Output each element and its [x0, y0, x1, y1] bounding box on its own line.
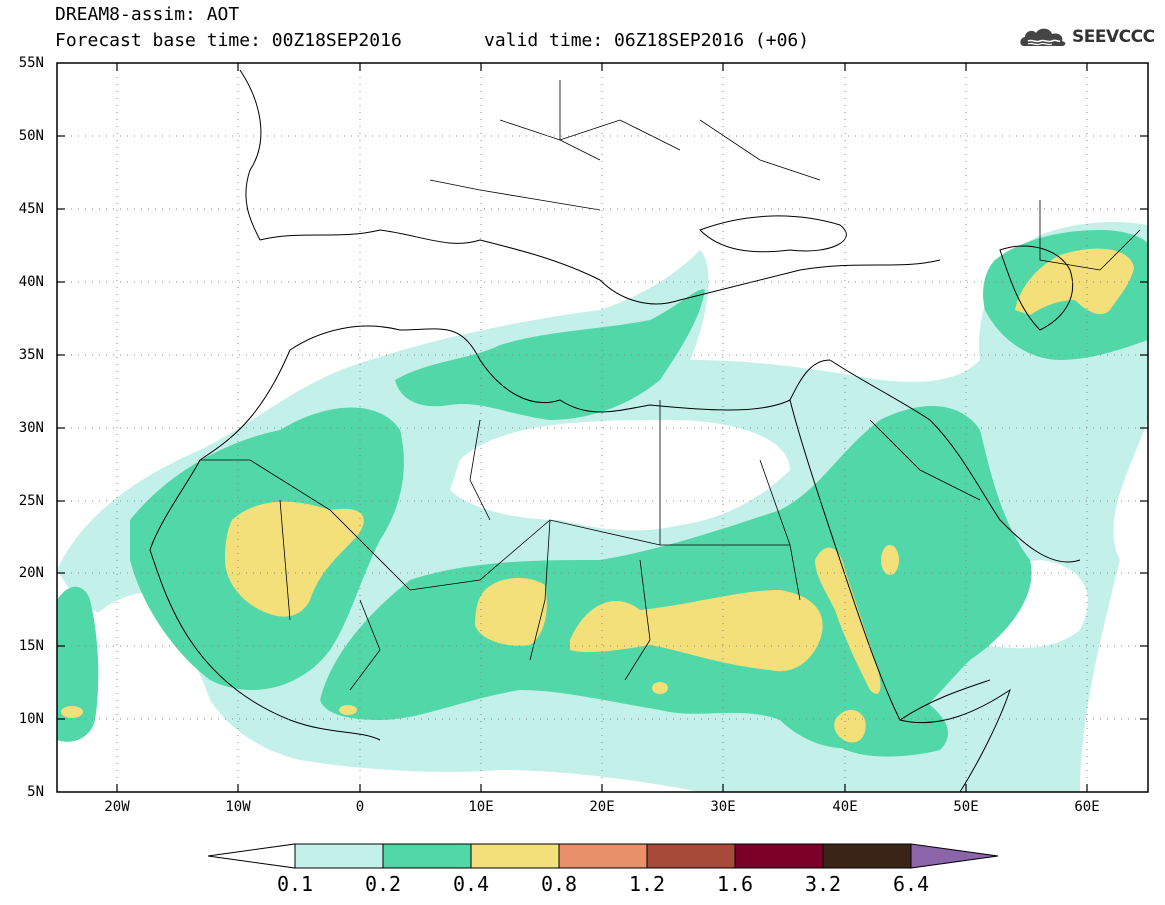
colorbar-over-arrow	[910, 843, 999, 869]
colorbar-label: 0.4	[452, 872, 490, 896]
lat-label: 40N	[18, 274, 44, 290]
coastlines	[149, 69, 1081, 792]
valid-time: valid time: 06Z18SEP2016 (+06)	[484, 30, 810, 51]
aot-field	[57, 63, 1148, 792]
aot-band-0.4-ethiopia	[834, 709, 866, 743]
lat-label: 35N	[18, 347, 44, 363]
aot-band-0.2-med	[395, 289, 705, 420]
lat-label: 55N	[18, 55, 44, 71]
lat-label: 25N	[18, 493, 44, 509]
lon-label: 20W	[104, 799, 130, 815]
aot-band-0.4-spot-darfur	[652, 682, 668, 694]
seevccc-logo: SEEVCCC	[1018, 24, 1155, 50]
colorbar-under-arrow	[207, 843, 296, 869]
aot-band-0.4-redsea	[815, 547, 881, 694]
gridlines	[57, 63, 1148, 792]
country-borders	[200, 80, 1141, 691]
colorbar-bin-1.2-1.6	[646, 843, 736, 869]
colorbar-label: 6.4	[892, 872, 930, 896]
lon-label: 40E	[832, 799, 858, 815]
colorbar-bin-0.1-0.2	[294, 843, 384, 869]
lat-label: 5N	[27, 784, 44, 800]
aot-band-0.4-mauritania	[225, 501, 364, 617]
lon-label: 10W	[225, 799, 251, 815]
lon-label: 0	[355, 799, 365, 815]
lat-label: 10N	[18, 711, 44, 727]
forecast-base-time: Forecast base time: 00Z18SEP2016	[55, 30, 402, 51]
lat-label: 50N	[18, 128, 44, 144]
colorbar-label: 3.2	[804, 872, 842, 896]
colorbar-label: 1.6	[716, 872, 754, 896]
lon-label: 10E	[468, 799, 494, 815]
cloud-icon	[1020, 28, 1066, 46]
lat-label: 30N	[18, 420, 44, 436]
axis-ticks	[57, 63, 1148, 792]
aot-clear-sahara	[450, 420, 790, 531]
logo-text: SEEVCCC	[1072, 27, 1155, 47]
colorbar-bin-0.8-1.2	[558, 843, 648, 869]
colorbar-bin-0.4-0.8	[470, 843, 560, 869]
colorbar-label: 0.8	[540, 872, 578, 896]
map-title: DREAM8-assim: AOT	[55, 4, 240, 25]
aot-band-0.4-spot-sudan-north	[881, 545, 899, 575]
lat-label: 45N	[18, 201, 44, 217]
lon-label: 20E	[589, 799, 615, 815]
lon-label: 60E	[1074, 799, 1100, 815]
aot-band-0.2-atlantic	[57, 586, 99, 742]
colorbar-bin-0.2-0.4	[382, 843, 472, 869]
colorbar	[207, 843, 999, 869]
colorbar-bin-3.2-6.4	[822, 843, 912, 869]
lon-label: 30E	[710, 799, 736, 815]
lon-label: 50E	[953, 799, 979, 815]
colorbar-label: 0.1	[276, 872, 314, 896]
aot-band-0.2-sahel	[320, 406, 1032, 749]
colorbar-label: 1.2	[628, 872, 666, 896]
colorbar-bin-1.6-3.2	[734, 843, 824, 869]
aot-band-0.4-chad	[475, 578, 547, 646]
colorbar-label: 0.2	[364, 872, 402, 896]
aot-band-0.4-sudan	[570, 590, 823, 672]
aot-band-0.4-spot-nigeria	[339, 705, 357, 715]
lat-label: 15N	[18, 638, 44, 654]
aot-band-0.4-spot-atlantic	[61, 706, 83, 718]
lat-label: 20N	[18, 565, 44, 581]
